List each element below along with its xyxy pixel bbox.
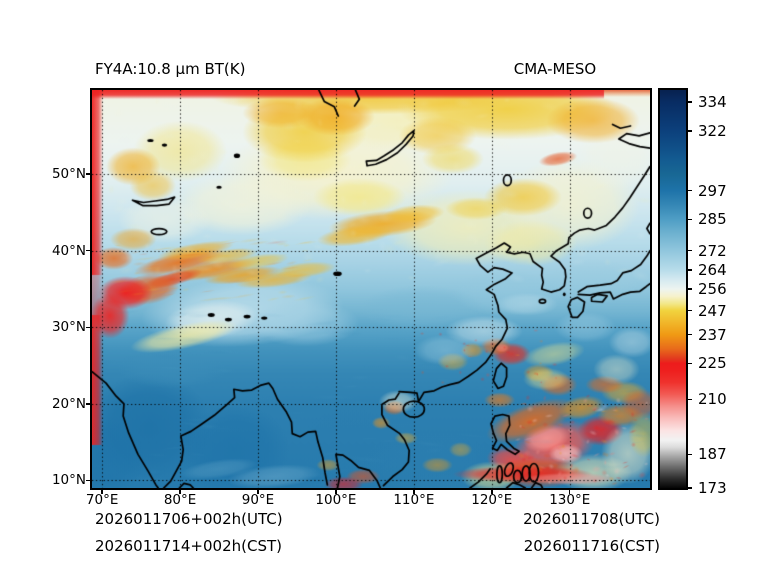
x-tick-label: 80°E (163, 492, 197, 508)
y-tick-mark (86, 326, 90, 329)
colorbar-gradient (660, 90, 686, 488)
x-tick-label: 70°E (85, 492, 119, 508)
y-tick-label: 10°N (51, 472, 86, 489)
y-tick-mark (86, 479, 90, 482)
x-tick-label: 130°E (549, 492, 591, 508)
colorbar-tick-label: 272 (698, 241, 727, 260)
colorbar-tick-mark (686, 309, 692, 312)
model-label: CMA-MESO (513, 60, 597, 78)
colorbar-tick-label: 264 (698, 260, 727, 279)
bt-map-canvas (92, 90, 650, 488)
figure-title: FY4A:10.8 μm BT(K) (95, 60, 246, 78)
colorbar-tick-label: 256 (698, 280, 727, 298)
colorbar-frame (658, 88, 688, 490)
x-tick-mark (101, 490, 103, 494)
y-tick-label: 20°N (51, 395, 86, 412)
colorbar-tick-mark (686, 398, 692, 401)
colorbar-tick-label: 334 (698, 92, 727, 111)
colorbar-tick-label: 285 (698, 210, 727, 229)
x-tick-label: 90°E (241, 492, 275, 508)
y-tick-label: 30°N (51, 319, 86, 336)
colorbar-tick-label: 173 (698, 479, 727, 497)
colorbar-tick-mark (686, 288, 692, 290)
x-tick-mark (413, 490, 415, 494)
colorbar-tick-label: 247 (698, 301, 727, 320)
timestamp-valid-utc: 2026011708(UTC) (523, 510, 660, 528)
colorbar-tick-label: 322 (698, 121, 727, 140)
colorbar-tick-mark (686, 249, 692, 252)
colorbar-tick-label: 225 (698, 354, 727, 373)
x-tick-mark (568, 490, 571, 494)
y-tick-mark (86, 249, 90, 252)
colorbar-tick-mark (686, 189, 692, 192)
x-tick-label: 120°E (471, 492, 513, 508)
y-tick-label: 50°N (51, 166, 86, 183)
colorbar-tick-mark (686, 362, 692, 365)
colorbar-tick-mark (686, 453, 692, 456)
timestamp-forecast: 2026011706+002h(UTC) 2026011714+002h(CST… (95, 506, 283, 560)
colorbar-tick-label: 210 (698, 390, 727, 409)
colorbar-tick-mark (686, 101, 692, 103)
colorbar-tick-mark (686, 487, 692, 489)
x-tick-mark (179, 490, 181, 494)
timestamp-valid-cst: 2026011716(CST) (523, 537, 660, 555)
timestamp-forecast-utc: 2026011706+002h(UTC) (95, 510, 283, 528)
x-tick-mark (257, 490, 259, 494)
colorbar-tick-label: 297 (698, 181, 727, 200)
x-tick-mark (335, 490, 337, 494)
colorbar-tick-mark (686, 333, 692, 336)
colorbar-tick-label: 187 (698, 445, 727, 464)
x-tick-label: 110°E (393, 492, 435, 508)
y-tick-label: 40°N (51, 242, 86, 259)
colorbar-tick-mark (686, 130, 692, 132)
colorbar-tick-label: 237 (698, 325, 727, 344)
colorbar-tick-mark (686, 218, 692, 221)
timestamp-forecast-cst: 2026011714+002h(CST) (95, 537, 283, 555)
y-tick-mark (86, 403, 90, 405)
x-tick-label: 100°E (315, 492, 357, 508)
timestamp-valid: 2026011708(UTC) 2026011716(CST) (400, 506, 660, 560)
colorbar-tick-mark (686, 269, 692, 271)
x-tick-mark (491, 490, 493, 494)
y-tick-mark (86, 173, 90, 175)
